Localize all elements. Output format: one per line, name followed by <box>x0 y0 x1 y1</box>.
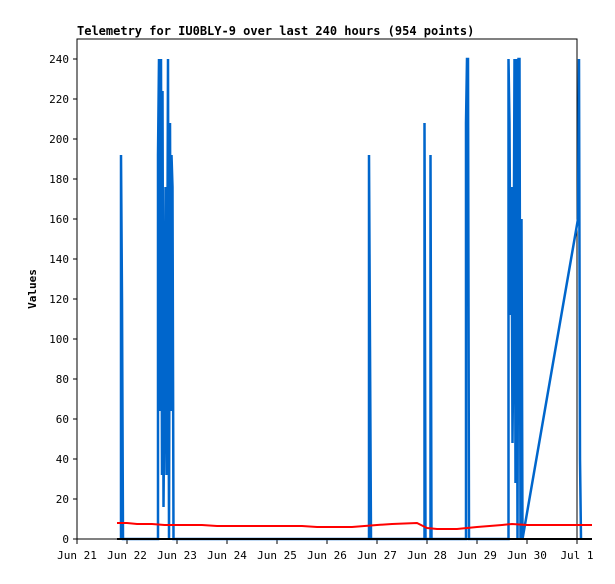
chart-title: Telemetry for IU0BLY-9 over last 240 hou… <box>77 24 474 38</box>
x-tick-label: Jun 23 <box>157 549 197 562</box>
y-tick-label: 60 <box>56 413 69 426</box>
y-tick-label: 80 <box>56 373 69 386</box>
plot-frame <box>76 38 578 540</box>
x-tick-label: Jun 22 <box>107 549 147 562</box>
y-tick-label: 180 <box>49 173 69 186</box>
y-tick-label: 20 <box>56 493 69 506</box>
x-tick-label: Jun 25 <box>257 549 297 562</box>
y-axis-title: Values <box>26 269 39 309</box>
x-tick-label: Jun 28 <box>407 549 447 562</box>
y-tick-label: 120 <box>49 293 69 306</box>
y-tick-label: 220 <box>49 93 69 106</box>
x-tick-label: Jun 26 <box>307 549 347 562</box>
y-tick-label: 240 <box>49 53 69 66</box>
y-tick-label: 140 <box>49 253 69 266</box>
series-layer <box>117 57 592 541</box>
x-axis: Jun 21 Jun 22 Jun 23 Jun 24 Jun 25 Jun 26 Jun … <box>57 539 594 562</box>
y-tick-label: 0 <box>62 533 69 546</box>
x-tick-label: Jul 1 <box>560 549 593 562</box>
x-tick-label: Jun 24 <box>207 549 247 562</box>
y-tick-label: 40 <box>56 453 69 466</box>
x-tick-label: Jun 29 <box>457 549 497 562</box>
x-tick-label: Jun 30 <box>507 549 547 562</box>
series-line-0 <box>119 57 583 541</box>
x-tick-label: Jun 21 <box>57 549 97 562</box>
y-tick-label: 100 <box>49 333 69 346</box>
y-tick-label: 160 <box>49 213 69 226</box>
y-axis: 0 20 40 60 80 100 120 140 160 180 200 220 240 <box>49 53 77 546</box>
series-line-1 <box>117 521 592 530</box>
x-tick-label: Jun 27 <box>357 549 397 562</box>
y-tick-label: 200 <box>49 133 69 146</box>
